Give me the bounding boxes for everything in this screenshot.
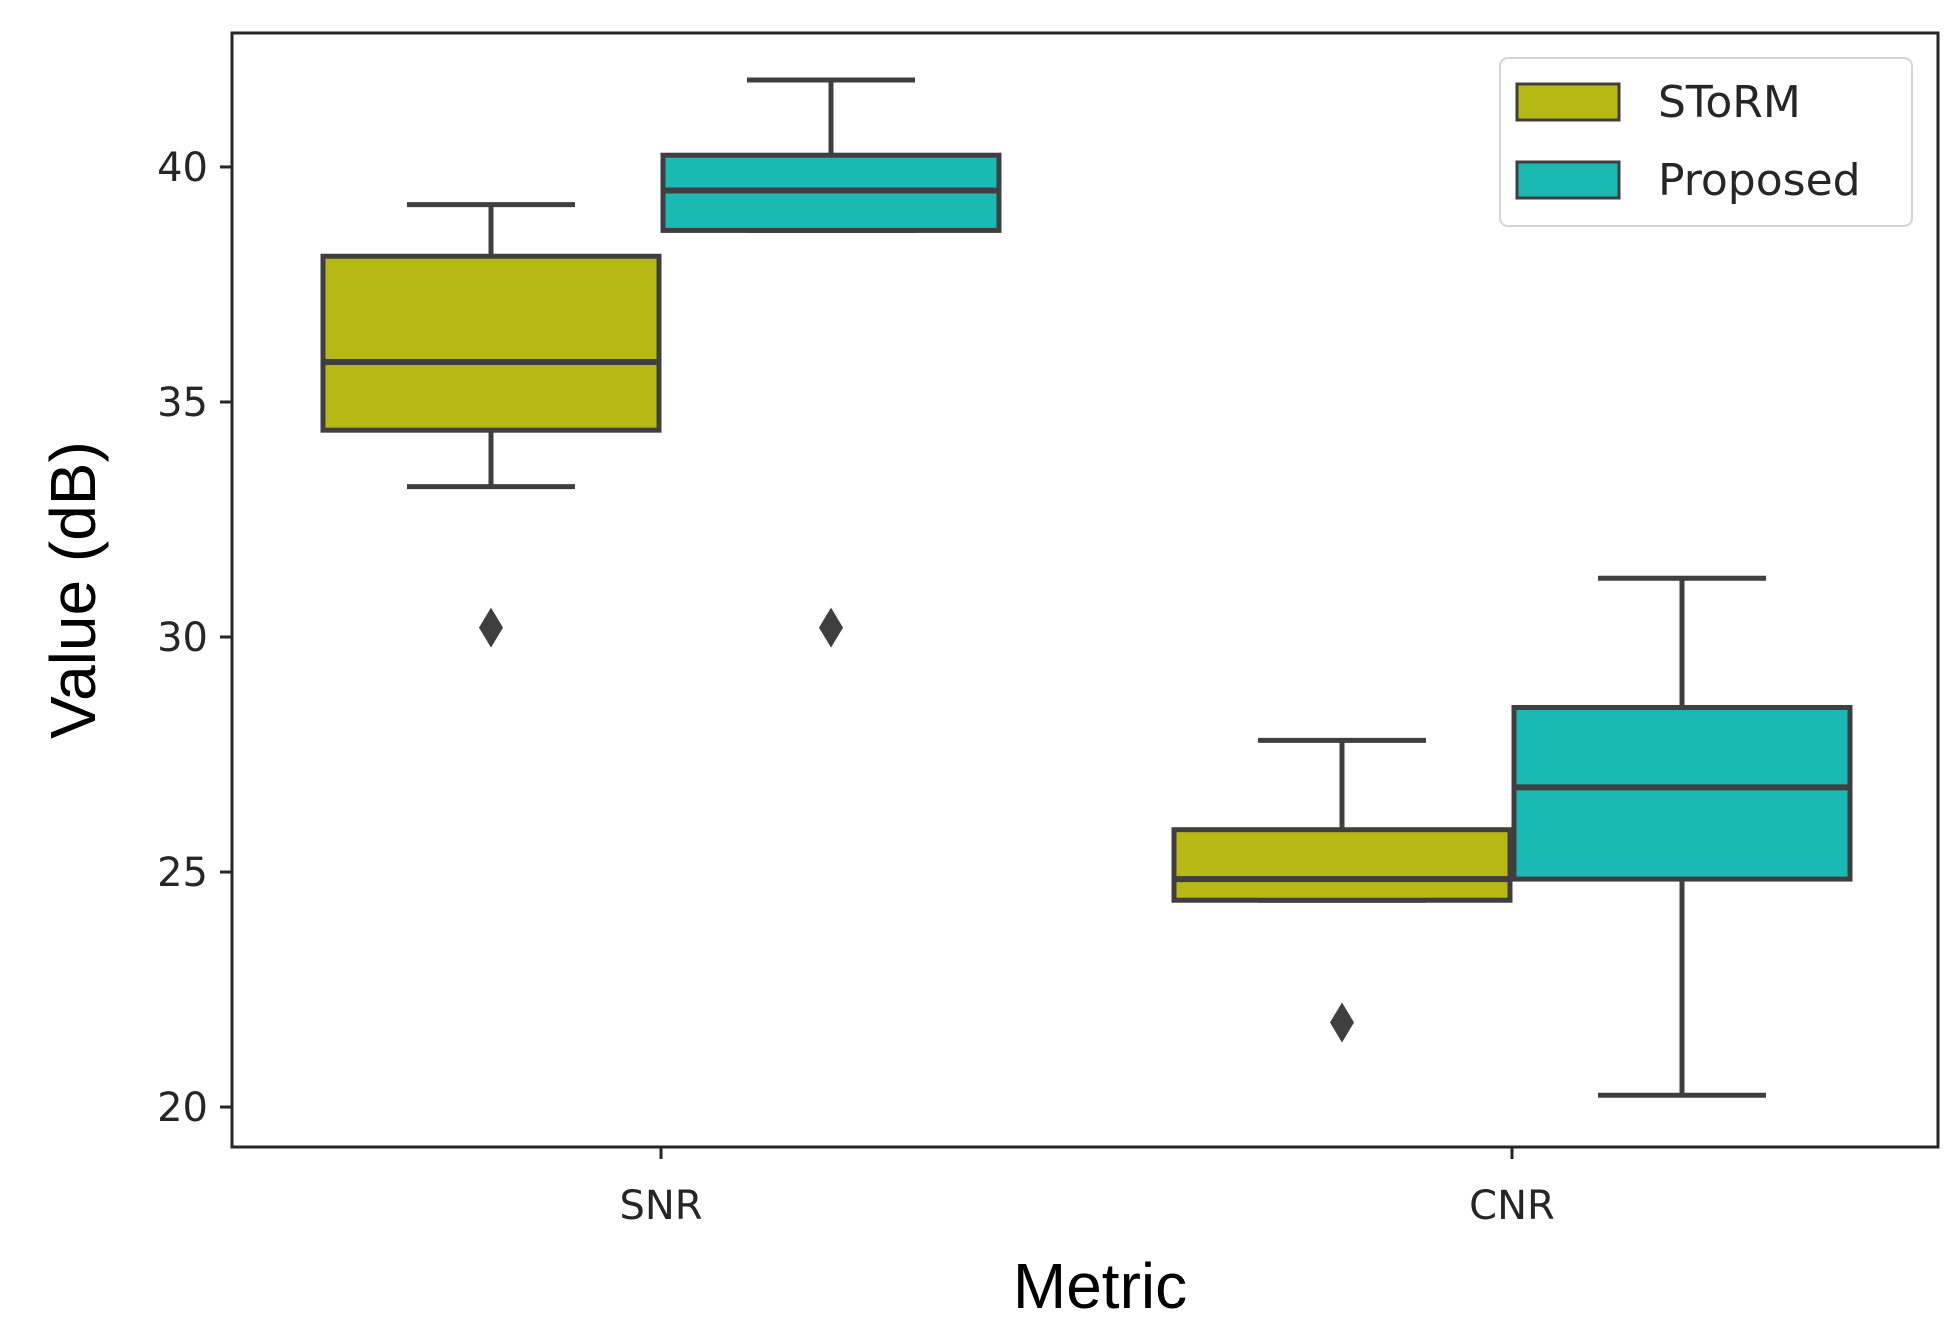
plot-frame	[230, 31, 1940, 1149]
boxes-layer	[320, 77, 1853, 1098]
legend-label-storm: SToRM	[1658, 77, 1801, 128]
y-tick-label: 20	[157, 1085, 208, 1131]
legend-swatch-proposed	[1515, 160, 1621, 200]
legend-label-proposed: Proposed	[1658, 155, 1861, 206]
iqr-box	[1171, 827, 1513, 903]
x-tick-label: SNR	[619, 1183, 702, 1229]
outlier-marker	[479, 607, 503, 648]
y-tick-label: 40	[157, 145, 208, 191]
legend-swatch-storm	[1515, 82, 1621, 122]
outlier-marker	[819, 607, 843, 648]
box-group-proposed-snr	[660, 77, 1002, 648]
box-group-proposed-cnr	[1511, 575, 1853, 1098]
y-axis-title: Value (dB)	[37, 441, 109, 739]
y-tick-label: 25	[157, 850, 208, 896]
box-group-storm-snr	[320, 202, 662, 648]
outlier-marker	[1330, 1002, 1354, 1043]
x-tick-label: CNR	[1469, 1183, 1555, 1229]
x-axis: SNR CNR	[619, 1147, 1555, 1229]
iqr-box	[320, 253, 662, 433]
box-group-storm-cnr	[1171, 737, 1513, 1043]
legend: SToRM Proposed	[1499, 57, 1913, 227]
iqr-box	[1511, 705, 1853, 882]
y-tick-label: 35	[157, 380, 208, 426]
y-axis: 20 25 30 35 40	[157, 145, 232, 1131]
x-axis-title: Metric	[1013, 1250, 1187, 1322]
y-tick-label: 30	[157, 615, 208, 661]
